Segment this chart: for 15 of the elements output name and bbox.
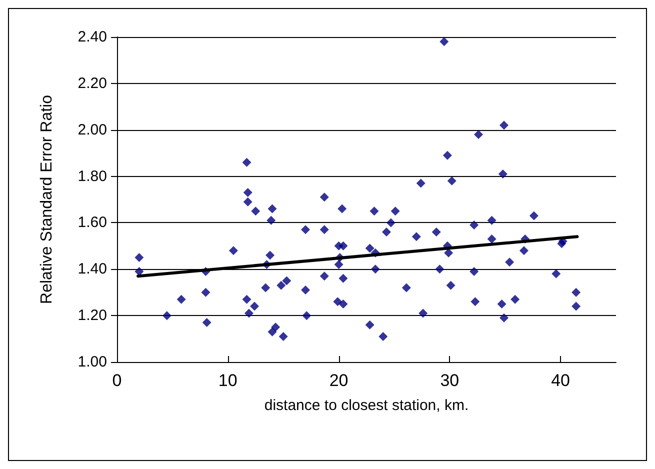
x-tick-label: 0 [112, 371, 122, 390]
y-tick-label: 2.40 [78, 28, 107, 46]
x-axis-title: distance to closest station, km. [264, 397, 469, 414]
y-tick-label: 1.20 [78, 307, 107, 324]
y-tick-label: 2.20 [78, 74, 107, 92]
y-tick-label: 1.60 [78, 214, 107, 232]
x-tick-label: 40 [551, 371, 570, 390]
y-tick-label: 1.00 [78, 354, 107, 370]
y-tick-label: 1.80 [78, 168, 107, 185]
x-tick-label: 30 [440, 371, 460, 390]
x-tick-label: 10 [218, 371, 238, 390]
y-axis-title: Relative Standard Error Ratio [38, 94, 56, 304]
x-tick-label: 20 [329, 371, 348, 390]
y-tick-label: 1.40 [78, 260, 107, 278]
y-tick-label: 2.00 [78, 121, 107, 138]
